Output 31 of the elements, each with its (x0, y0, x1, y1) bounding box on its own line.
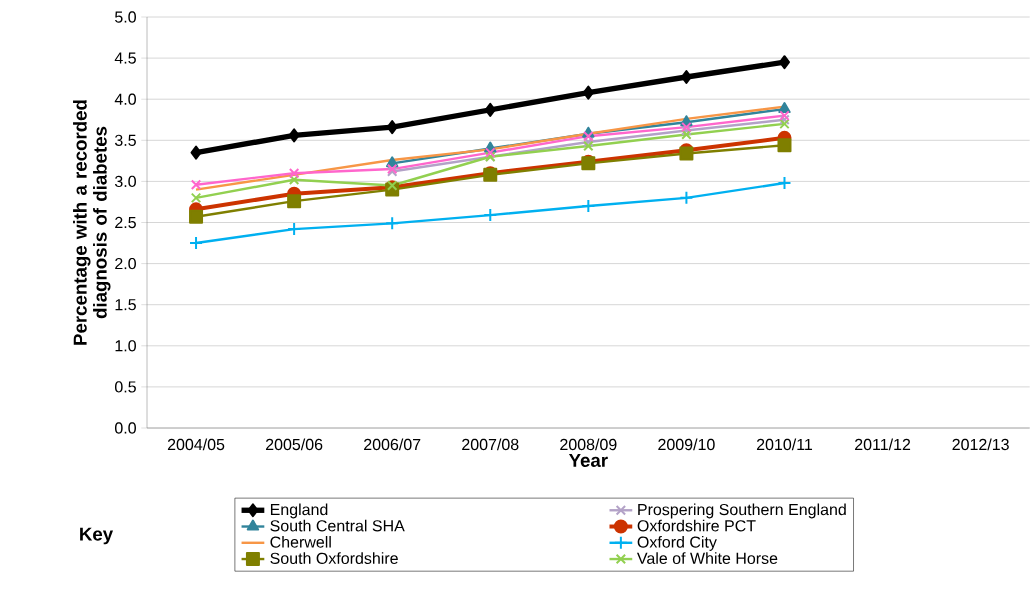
x-tick-label: 2011/12 (855, 438, 911, 451)
y-tick-label: 3.0 (114, 175, 136, 188)
y-tick-label: 1.5 (115, 299, 136, 311)
x-tick-label: 2012/13 (952, 438, 1009, 451)
legend-label: South Oxfordshire (270, 552, 398, 564)
x-tick-label: 2009/10 (658, 438, 715, 451)
legend-label: Cherwell (270, 536, 331, 548)
text: Key (80, 527, 114, 545)
y-tick-label: 2.5 (115, 216, 136, 229)
y-axis-title: Percentage with a recorded diagnosis of diabetes (73, 100, 111, 345)
legend-label: Oxfordshire PCT (637, 519, 756, 532)
y-tick-label: 0.5 (114, 381, 136, 393)
legend-label: England (270, 503, 328, 519)
y-tick-label: 2.0 (115, 257, 136, 270)
y-tick-label: 5.0 (115, 11, 136, 23)
x-tick-label: 2010/11 (756, 438, 813, 451)
legend-label: Oxford City (637, 536, 717, 551)
x-tick-label: 2007/08 (462, 438, 519, 451)
x-axis-title: Year (568, 453, 608, 467)
x-tick-label: 2004/05 (167, 438, 225, 451)
x-tick-label: 2008/09 (560, 438, 617, 451)
y-tick-label: 4.0 (114, 93, 136, 105)
y-tick-label: 0.0 (114, 422, 136, 434)
y-tick-label: 3.5 (114, 134, 136, 146)
y-tick-label: 4.5 (114, 52, 136, 64)
legend-label: South Central SHA (270, 519, 405, 532)
x-tick-label: 2006/07 (364, 438, 421, 451)
x-tick-label: 2005/06 (265, 438, 323, 451)
legend-label: Prospering Southern England (638, 503, 846, 519)
legend-label: Vale of White Horse (636, 552, 778, 564)
y-tick-label: 1.0 (115, 340, 136, 352)
